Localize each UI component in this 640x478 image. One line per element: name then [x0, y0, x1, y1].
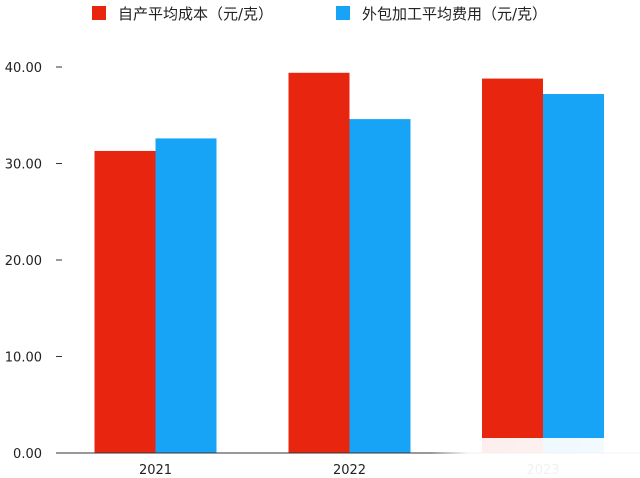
y-tick-label: 20.00	[5, 254, 42, 269]
x-tick-label-2021: 2021	[139, 463, 172, 478]
legend-label-self-produced: 自产平均成本（元/克）	[118, 4, 274, 23]
legend-item-outsourced: 外包加工平均费用（元/克）	[336, 2, 547, 24]
legend-swatch-self-produced	[92, 6, 106, 20]
y-tick-label: 10.00	[5, 351, 42, 366]
bar-outsourced-2022	[349, 119, 411, 454]
watermark-mask	[430, 438, 640, 478]
legend-label-outsourced: 外包加工平均费用（元/克）	[362, 4, 548, 23]
bar-self-produced-2021	[94, 150, 156, 453]
legend: 自产平均成本（元/克） 外包加工平均费用（元/克）	[0, 2, 640, 24]
y-tick-label: 40.00	[5, 61, 42, 76]
bar-self-produced-2023	[482, 78, 543, 453]
y-tick-label: 30.00	[5, 158, 42, 173]
x-tick-label-2022: 2022	[333, 463, 366, 478]
bar-self-produced-2022	[288, 72, 350, 453]
legend-swatch-outsourced	[336, 6, 350, 20]
legend-item-self-produced: 自产平均成本（元/克）	[92, 2, 273, 24]
y-tick-label: 0.00	[13, 447, 42, 462]
bar-outsourced-2023	[543, 94, 604, 454]
bar-outsourced-2021	[155, 138, 217, 453]
